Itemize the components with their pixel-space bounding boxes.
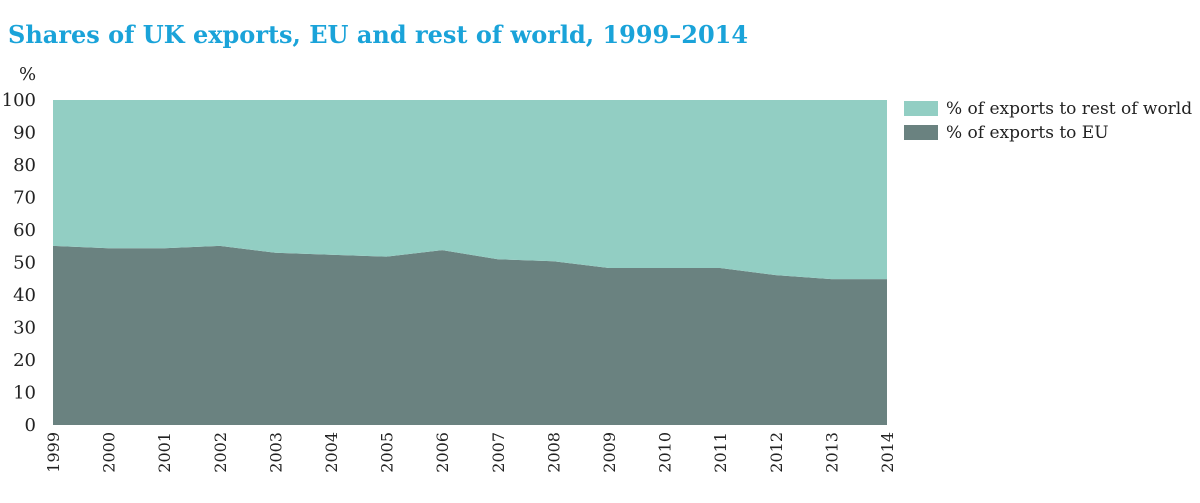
x-axis-ticks: 1999 2000 2001 2002 2003 2004 2005 2006 2007 2008…: [44, 432, 897, 473]
x-tick-label: 2001: [155, 432, 174, 473]
area-series-rest-of-world: [53, 100, 887, 280]
y-tick-label: 80: [13, 155, 36, 176]
x-tick-label: 2009: [600, 432, 619, 473]
legend-label: % of exports to EU: [946, 123, 1109, 143]
x-tick-label: 2012: [767, 432, 786, 473]
x-tick-label: 2011: [711, 432, 730, 473]
y-tick-label: 50: [13, 253, 36, 274]
y-tick-label: 90: [13, 123, 36, 144]
plot-areas: [53, 100, 887, 425]
x-tick-label: 2005: [378, 432, 397, 473]
legend-label: % of exports to rest of world: [946, 99, 1192, 119]
chart-title: Shares of UK exports, EU and rest of wor…: [8, 20, 749, 49]
x-tick-label: 2003: [266, 432, 285, 473]
x-tick-label: 2004: [322, 432, 341, 473]
x-tick-label: 2002: [211, 432, 230, 473]
x-tick-label: 2008: [544, 432, 563, 473]
area-series-eu: [53, 245, 887, 425]
x-tick-label: 2000: [100, 432, 119, 473]
legend-swatch: [904, 101, 938, 116]
x-tick-label: 2014: [878, 432, 897, 473]
y-axis-unit-label: %: [19, 64, 36, 85]
y-tick-label: 10: [13, 383, 36, 404]
y-axis-ticks: 0 10 20 30 40 50 60 70 80 90 100: [2, 90, 36, 436]
x-tick-label: 2007: [489, 432, 508, 473]
legend: % of exports to rest of world % of export…: [904, 99, 1192, 143]
y-tick-label: 100: [2, 90, 36, 111]
x-tick-label: 2013: [822, 432, 841, 473]
x-tick-label: 2010: [656, 432, 675, 473]
x-tick-label: 1999: [44, 432, 63, 473]
y-tick-label: 0: [25, 415, 36, 436]
legend-swatch: [904, 125, 938, 140]
y-tick-label: 20: [13, 350, 36, 371]
y-tick-label: 70: [13, 188, 36, 209]
x-tick-label: 2006: [433, 432, 452, 473]
y-tick-label: 60: [13, 220, 36, 241]
y-tick-label: 40: [13, 285, 36, 306]
y-tick-label: 30: [13, 318, 36, 339]
